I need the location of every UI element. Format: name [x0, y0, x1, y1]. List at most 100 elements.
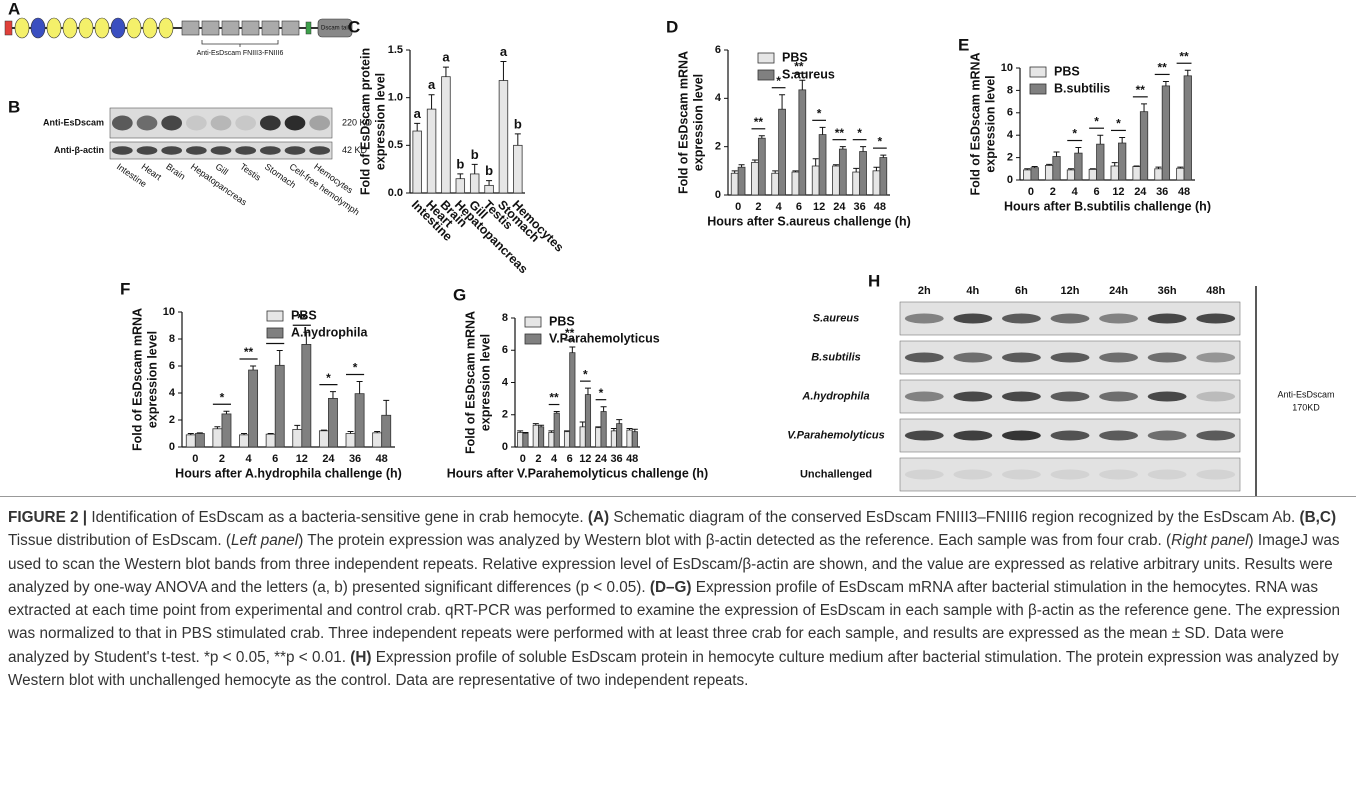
blot-band: [953, 314, 992, 324]
x-tick-label: 12: [813, 201, 825, 213]
bar: [275, 365, 284, 447]
significance-label: *: [1094, 114, 1099, 128]
significance-label: *: [817, 107, 822, 121]
blot-band: [1002, 353, 1041, 363]
panel-letter: G: [453, 285, 466, 304]
bracket: [202, 40, 278, 47]
x-tick-label: 48: [874, 201, 886, 213]
blot-band: [260, 116, 281, 131]
blot-band: [1002, 431, 1041, 441]
legend-swatch: [525, 334, 541, 344]
x-tick-label: 2: [755, 201, 761, 213]
ig-domain: [111, 18, 125, 38]
x-tick-label: 0: [520, 453, 526, 465]
bar: [1118, 143, 1125, 180]
x-tick-label: 0: [735, 201, 741, 213]
error-bar: [1185, 70, 1191, 76]
y-axis-label: expression level: [478, 334, 492, 431]
x-tick-label: 6: [796, 201, 802, 213]
bar: [293, 429, 302, 447]
bar: [731, 173, 738, 195]
error-bar: [1141, 104, 1147, 112]
significance-label: **: [754, 115, 764, 129]
bar: [792, 172, 799, 195]
error-bar: [799, 80, 805, 90]
blot-band: [1196, 314, 1235, 324]
significance-label: **: [835, 126, 845, 140]
blot-band: [1051, 314, 1090, 324]
blot-band: [1196, 392, 1235, 402]
bar: [549, 432, 554, 447]
time-label: 12h: [1061, 285, 1080, 297]
significance-label: **: [1136, 83, 1146, 97]
error-bar: [860, 147, 866, 152]
bar: [738, 167, 745, 195]
blot-band: [905, 392, 944, 402]
caption-text: Tissue distribution of EsDscam. (: [8, 532, 231, 549]
error-bar: [813, 159, 819, 166]
antibody-label: Anti-EsDscam FNIII3-FNIII6: [197, 50, 284, 57]
bar: [1067, 170, 1074, 180]
blot-band: [1002, 392, 1041, 402]
blot-band: [112, 116, 133, 131]
fn-domain: [222, 21, 239, 35]
blot-band: [953, 470, 992, 480]
bar: [319, 431, 328, 447]
y-axis-label: Fold of EsDscam mRNA: [463, 311, 477, 454]
blot-band: [285, 116, 306, 131]
ig-domain: [63, 18, 77, 38]
x-tick-label: 24: [322, 453, 335, 465]
blot-band: [235, 116, 256, 131]
bar: [302, 344, 311, 447]
bar: [266, 434, 275, 447]
error-bar: [580, 422, 586, 427]
y-tick-label: 0: [169, 441, 175, 453]
significance-label: *: [857, 126, 862, 140]
y-tick-label: 1.0: [388, 92, 403, 104]
y-axis-label: expression level: [373, 73, 387, 170]
y-tick-label: 2: [169, 414, 175, 426]
blot-band: [260, 146, 281, 155]
blot-band: [905, 431, 944, 441]
error-bar: [873, 167, 879, 171]
legend-label: A.hydrophila: [291, 325, 368, 339]
ig-domain: [31, 18, 45, 38]
significance-label: **: [549, 391, 559, 405]
y-axis-label: Fold of EsDscam mRNA: [676, 51, 690, 194]
error-bar: [330, 392, 336, 399]
ig-domain: [143, 18, 157, 38]
y-tick-label: 0: [502, 441, 508, 453]
error-bar: [250, 366, 256, 370]
ig-domain: [95, 18, 109, 38]
error-bar: [457, 174, 463, 179]
bar: [485, 185, 494, 193]
bar: [499, 81, 508, 193]
bar: [832, 166, 839, 195]
blot-band: [1051, 392, 1090, 402]
blot-band: [1002, 470, 1041, 480]
bar: [1045, 165, 1052, 180]
bar: [382, 415, 391, 447]
x-tick-label: 6: [272, 453, 278, 465]
bar: [442, 77, 451, 193]
y-tick-label: 0.0: [388, 187, 403, 199]
x-tick-label: 4: [551, 453, 558, 465]
x-tick-label: 12: [296, 453, 308, 465]
y-axis-label: Fold of EsDscam mRNA: [130, 308, 144, 451]
caption-text: FIGURE 2 |: [8, 509, 91, 526]
annotation-letter: a: [442, 50, 450, 65]
bar: [1075, 153, 1082, 180]
x-tick-label: 2: [219, 453, 225, 465]
error-bar: [1112, 163, 1118, 166]
bar: [186, 435, 195, 447]
blot-band: [1196, 353, 1235, 363]
x-tick-label: 6: [1094, 186, 1100, 198]
significance-label: *: [776, 74, 781, 88]
bar: [514, 145, 523, 193]
bar: [470, 174, 479, 193]
fn-domain: [282, 21, 299, 35]
antibody-label: Anti-EsDscam: [1277, 389, 1334, 399]
blot-band: [211, 116, 232, 131]
lane-label: Brain: [164, 161, 187, 181]
blot-row-label: Anti-EsDscam: [43, 117, 104, 127]
